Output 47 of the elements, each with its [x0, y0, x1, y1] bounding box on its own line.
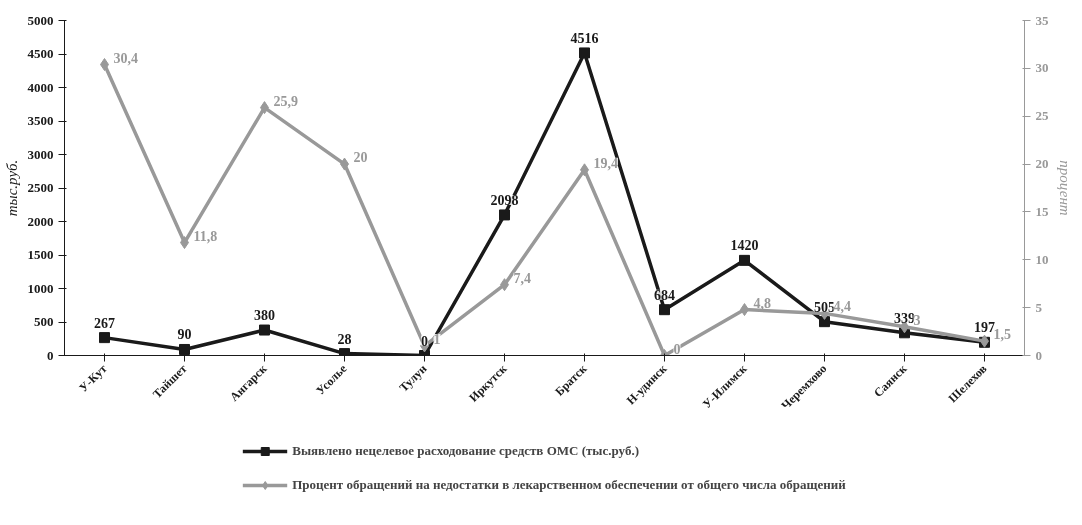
- y2-tick-label: 20: [1035, 156, 1049, 172]
- data-label: 1420: [730, 238, 759, 254]
- data-label: 4,4: [833, 299, 851, 315]
- data-label: 19,4: [593, 155, 618, 171]
- data-label: 3: [913, 312, 921, 328]
- data-label: 28: [337, 331, 352, 347]
- y-tick-label: 0: [47, 347, 54, 363]
- y2-tick-label: 15: [1035, 203, 1049, 219]
- y-tick-label: 1500: [27, 247, 54, 262]
- data-label: 0: [421, 333, 428, 349]
- y2-tick-label: 10: [1035, 251, 1049, 267]
- data-label: 197: [974, 320, 995, 336]
- y2-axis-title: процент: [1056, 160, 1073, 216]
- legend-label: Выявлено нецелевое расходование средств ОМС (тыс.руб.): [292, 442, 640, 459]
- legend-label: Процент обращений на недостатки в лекарственном обеспечении от общего числа обращений: [292, 476, 846, 493]
- y-tick-label: 4500: [27, 46, 54, 61]
- y-tick-label: 2500: [27, 180, 54, 195]
- data-label: 0: [673, 341, 681, 357]
- data-label: 267: [94, 315, 115, 331]
- y-tick-label: 4000: [27, 79, 54, 95]
- y-tick-label: 1000: [27, 280, 54, 296]
- data-label: 90: [177, 327, 192, 343]
- y-tick-label: 2000: [27, 213, 54, 229]
- data-label: 25,9: [273, 93, 298, 109]
- y2-tick-label: 35: [1035, 12, 1049, 28]
- data-label: 380: [254, 308, 275, 324]
- data-label: 20: [353, 150, 368, 166]
- y-tick-label: 3500: [27, 113, 54, 128]
- data-label: 4,8: [753, 295, 771, 311]
- data-label: 684: [654, 287, 675, 303]
- y-tick-label: 500: [34, 314, 54, 329]
- data-label: 1,5: [993, 327, 1011, 343]
- y-tick-label: 3000: [27, 146, 54, 162]
- y-tick-label: 5000: [27, 12, 54, 28]
- y2-tick-label: 25: [1035, 108, 1049, 124]
- data-label: 7,4: [513, 270, 531, 286]
- data-label: 1: [433, 331, 441, 347]
- y-axis-title: тыс.руб.: [3, 159, 20, 217]
- data-label: 2098: [490, 192, 519, 208]
- data-label: 30,4: [113, 50, 138, 66]
- y2-tick-label: 5: [1035, 299, 1043, 315]
- data-label: 339: [894, 310, 915, 326]
- y2-tick-label: 0: [1035, 347, 1042, 363]
- data-label: 4516: [570, 30, 599, 46]
- data-label: 11,8: [193, 228, 218, 244]
- y2-tick-label: 30: [1035, 60, 1049, 76]
- data-label: 505: [814, 299, 835, 315]
